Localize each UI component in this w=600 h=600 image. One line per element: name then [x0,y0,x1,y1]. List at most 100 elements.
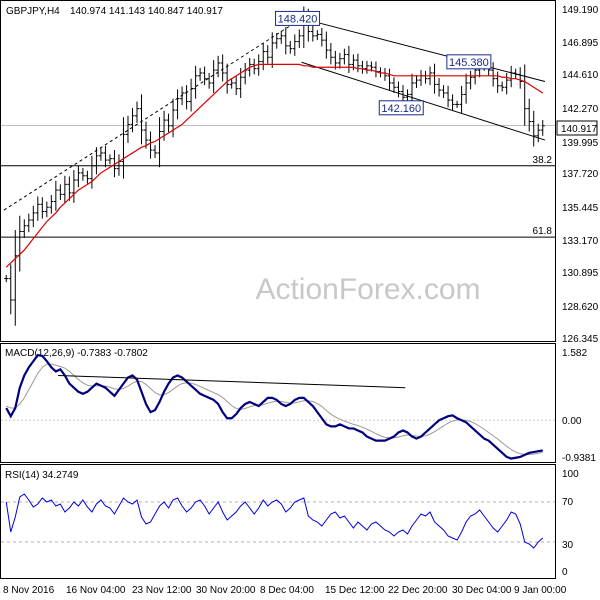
price-y-tick: 142.270 [562,104,599,115]
price-bar [319,27,324,47]
price-bar [333,50,338,70]
price-bar [540,120,545,136]
price-bar [62,175,67,203]
price-bar [207,72,212,89]
rsi-panel-frame [0,464,556,579]
price-bar [53,180,58,211]
moving-average-line [5,63,544,268]
current-price-label: 140.917 [561,124,598,135]
price-bar [355,53,360,73]
price-bar [261,42,266,71]
time-x-tick: 22 Dec 20:00 [388,585,448,596]
price-bar [189,78,194,112]
price-bar [410,73,415,104]
price-annotation: 142.160 [378,100,424,116]
price-bar [536,123,541,143]
price-bar [80,167,85,181]
time-x-tick: 23 Nov 12:00 [132,585,192,596]
price-bar [13,230,18,326]
price-bar [342,48,347,65]
price-bar [531,110,536,147]
macd-signal-line [6,363,543,455]
price-annotation: 148.420 [275,10,321,26]
rsi-y-tick: 100 [562,469,579,480]
time-x-tick: 30 Dec 04:00 [452,585,512,596]
current-price-marker: 140.917 [556,120,598,136]
macd-y-axis: 1.582 0.00 -0.9381 [562,348,596,464]
time-x-tick: 8 Dec 04:00 [260,585,314,596]
price-bar [310,25,315,42]
macd-title: MACD(12,26,9) -0.7383 -0.7802 [5,348,148,359]
price-bar [450,94,455,111]
price-bar [373,61,378,78]
price-bar [49,195,54,214]
price-bar [513,68,518,79]
time-x-axis: 8 Nov 2016 16 Nov 04:00 23 Nov 12:00 30 … [3,585,567,596]
macd-line [5,353,543,460]
price-bar [527,98,532,132]
price-y-tick: 146.895 [562,38,599,49]
price-bar [360,60,365,74]
price-bar [180,86,185,106]
macd-y-tick: 1.582 [562,348,587,359]
channel-line [3,18,302,211]
price-bar [148,131,153,159]
price-bar [234,76,239,96]
price-bar [382,67,387,81]
price-y-axis: 149.190 146.895 144.610 142.270 139.995 … [562,5,599,345]
price-bar [522,64,527,126]
fib-level-label: 38.2 [533,155,553,166]
price-bar [76,165,81,188]
price-bar [89,155,94,189]
price-y-tick: 133.170 [562,236,599,247]
rsi-line [5,493,544,549]
price-bar [225,63,230,94]
price-bar [337,52,342,69]
price-bar [40,197,45,219]
price-bar [157,117,162,168]
price-bar [171,98,176,138]
price-bar [58,184,63,201]
time-x-tick: 15 Dec 12:00 [325,585,385,596]
price-bar [518,67,523,89]
price-bar [364,60,369,74]
price-bar [464,73,469,104]
price-bar [8,264,13,315]
price-bar [125,115,130,143]
price-bar [243,62,248,85]
watermark: ActionForex.com [255,273,480,306]
price-bar [315,30,320,41]
price-bar [455,100,460,108]
price-bar [387,68,392,91]
price-bar [283,27,288,55]
price-bar [22,219,27,238]
price-bar [211,60,216,93]
price-bar [441,85,446,98]
price-bar [193,65,198,99]
price-bar [198,67,203,81]
macd-panel-frame [0,343,556,463]
price-bar [491,62,496,87]
price-bar [229,78,234,89]
price-bar [139,94,144,145]
price-annotation-label: 142.160 [381,103,421,115]
rsi-title: RSI(14) 34.2749 [5,470,79,481]
price-bar [134,101,139,123]
price-bar [468,70,473,90]
price-bar [423,70,428,84]
price-bar [67,176,72,201]
price-bar [202,66,207,86]
price-bar [500,81,505,92]
price-bar [509,65,514,88]
price-bar [279,30,284,44]
rsi-y-tick: 70 [562,497,574,508]
price-bar [405,89,410,103]
price-annotation-label: 145.380 [449,57,489,69]
price-bar [184,85,189,110]
macd-layer [1,353,555,460]
macd-divergence-line [58,374,406,389]
price-bar [504,72,509,95]
macd-y-tick: 0.00 [562,416,582,427]
macd-y-tick: -0.9381 [562,453,596,464]
